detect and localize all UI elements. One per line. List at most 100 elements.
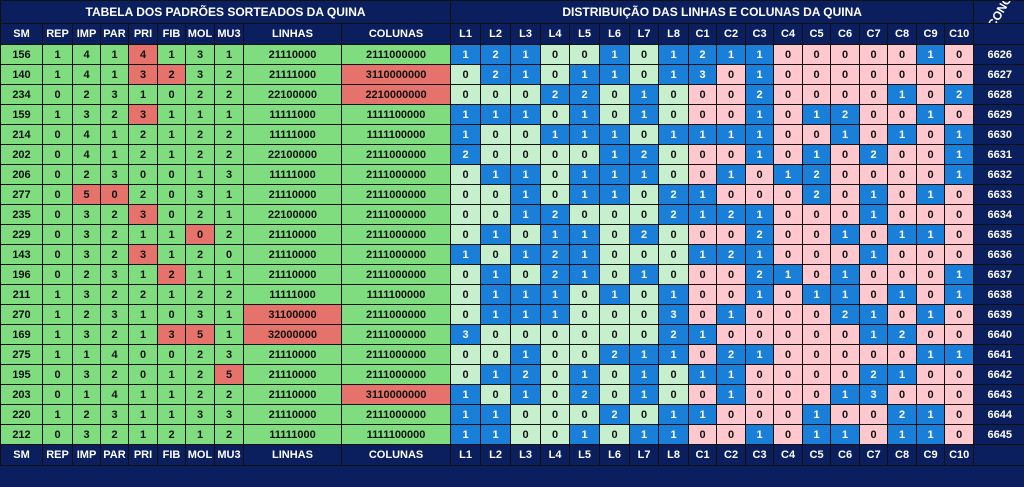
- cell: 3: [100, 84, 129, 105]
- cell: 0: [480, 204, 512, 225]
- cell: 0: [944, 424, 975, 445]
- cell: 6630: [973, 124, 1024, 145]
- cell: 2: [830, 304, 861, 325]
- cell: 1111100000: [340, 284, 452, 305]
- column-header: C4: [773, 23, 804, 45]
- cell: 0: [128, 344, 158, 365]
- cell: 0: [802, 264, 832, 285]
- cell: 6642: [973, 364, 1024, 385]
- cell: 1: [916, 224, 946, 245]
- cell: 2: [185, 84, 215, 105]
- cell: 0: [599, 204, 631, 225]
- cell: 1: [859, 304, 889, 325]
- cell: 0: [599, 384, 631, 405]
- cell: 6639: [973, 304, 1024, 325]
- cell: 1: [658, 284, 690, 305]
- cell: 1: [128, 384, 158, 405]
- cell: 0: [859, 104, 889, 125]
- cell: 2: [716, 344, 747, 365]
- cell: 1: [688, 364, 718, 385]
- cell: 3: [72, 424, 101, 445]
- cell: 0: [944, 44, 975, 65]
- cell: 0: [802, 124, 832, 145]
- cell: 0: [916, 204, 946, 225]
- cell: 6635: [973, 224, 1024, 245]
- cell: 0: [450, 84, 482, 105]
- cell: 0: [128, 364, 158, 385]
- cell: 3: [185, 184, 215, 205]
- cell: 1: [599, 184, 631, 205]
- cell: 1: [214, 204, 244, 225]
- cell: 2: [72, 84, 101, 105]
- cell: 0: [480, 324, 512, 345]
- conc-label: CONC: [984, 0, 1015, 24]
- cell: 0: [599, 264, 631, 285]
- column-header: L4: [540, 23, 571, 45]
- cell: 0: [599, 324, 631, 345]
- cell: 0: [629, 44, 660, 65]
- column-header: C10: [944, 23, 975, 45]
- cell: 0: [629, 404, 660, 425]
- cell: 0: [688, 424, 718, 445]
- cell: 1: [688, 124, 718, 145]
- cell: 0: [450, 224, 482, 245]
- cell: 0: [716, 404, 747, 425]
- cell: 1: [510, 304, 542, 325]
- cell: 1: [944, 124, 975, 145]
- column-header: C6: [830, 444, 861, 466]
- cell: 1: [157, 384, 186, 405]
- cell: 22100000: [243, 144, 342, 165]
- cell: 1: [480, 424, 512, 445]
- cell: 0: [944, 364, 975, 385]
- cell: 1: [128, 304, 158, 325]
- cell: 0: [773, 404, 804, 425]
- cell: 21110000: [243, 184, 342, 205]
- cell: 0: [802, 44, 832, 65]
- cell: 0: [859, 404, 889, 425]
- cell: 1: [214, 104, 244, 125]
- cell: 169: [0, 324, 43, 345]
- cell: 2: [214, 284, 244, 305]
- cell: 3: [72, 284, 101, 305]
- cell: 3: [658, 304, 690, 325]
- cell: 1111100000: [340, 124, 452, 145]
- cell: 1: [157, 404, 186, 425]
- cell: 0: [688, 104, 718, 125]
- cell: 0: [745, 404, 775, 425]
- cell: 1: [859, 324, 889, 345]
- column-header: C10: [944, 444, 975, 466]
- cell: 1: [185, 424, 215, 445]
- footer-blank: [973, 444, 1024, 466]
- cell: 0: [830, 364, 861, 385]
- cell: 2: [629, 144, 660, 165]
- cell: 1: [916, 344, 946, 365]
- cell: 21110000: [243, 384, 342, 405]
- cell: 1: [100, 44, 129, 65]
- cell: 0: [629, 304, 660, 325]
- cell: 3110000000: [340, 384, 452, 405]
- cell: 21110000: [243, 264, 342, 285]
- cell: 0: [802, 324, 832, 345]
- column-header: C1: [688, 444, 718, 466]
- cell: 3: [128, 204, 158, 225]
- cell: 0: [540, 344, 571, 365]
- cell: 0: [569, 304, 601, 325]
- cell: 1: [887, 284, 918, 305]
- cell: 2: [185, 344, 215, 365]
- cell: 2: [185, 204, 215, 225]
- cell: 0: [450, 164, 482, 185]
- cell: 203: [0, 384, 43, 405]
- cell: 22100000: [243, 204, 342, 225]
- data-row: 143 0 3 2 3 1 2 0 21110000 2111000000 1 0 1 2 1 0 0 0 1 2 1 0…: [0, 244, 1024, 265]
- cell: 0: [480, 184, 512, 205]
- cell: 0: [480, 84, 512, 105]
- cell: 2: [716, 244, 747, 265]
- cell: 1: [916, 424, 946, 445]
- cell: 1: [688, 404, 718, 425]
- cell: 0: [745, 384, 775, 405]
- cell: 3: [72, 244, 101, 265]
- cell: 2111000000: [340, 224, 452, 245]
- cell: 1: [157, 124, 186, 145]
- cell: 6628: [973, 84, 1024, 105]
- cell: 4: [72, 64, 101, 85]
